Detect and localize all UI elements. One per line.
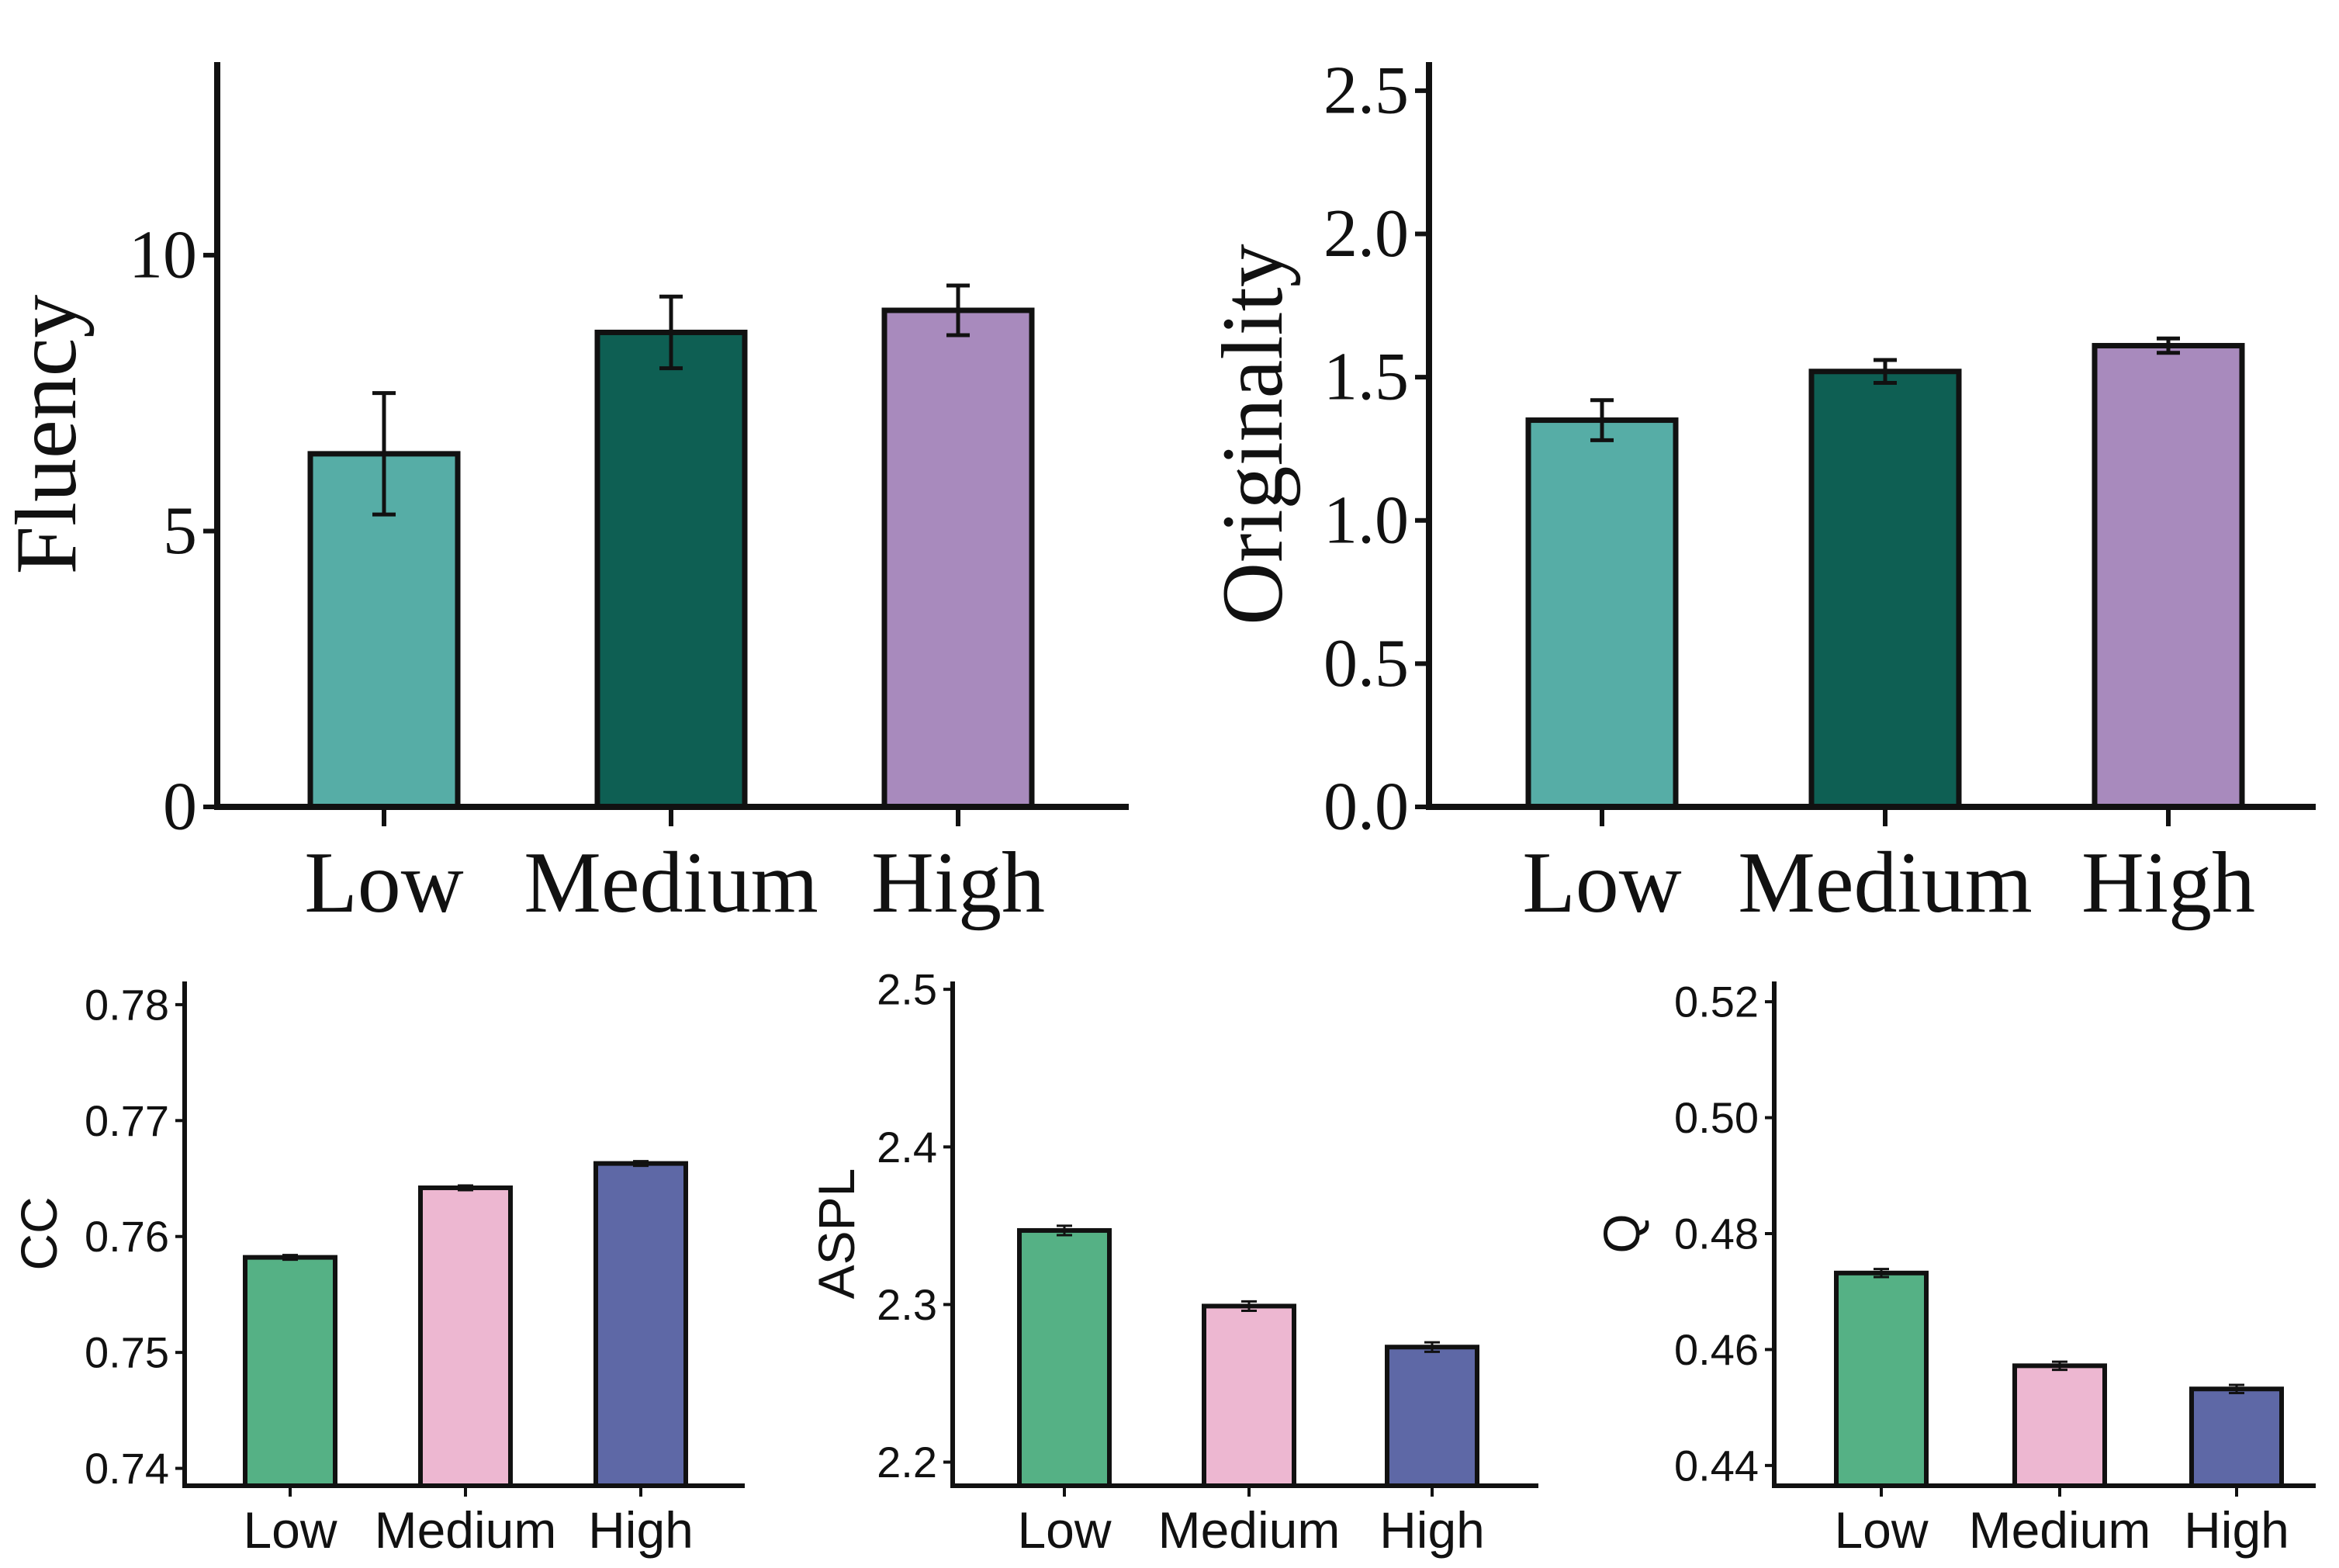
error-bar-low (1590, 398, 1614, 442)
bar-medium (1202, 1303, 1296, 1488)
bar-low (243, 1255, 337, 1489)
error-bar-low (1057, 1224, 1072, 1237)
chart-cc: 0.74 0.75 0.76 0.77 0.78 Low Medium High CC (10, 980, 745, 1559)
error-bar-high (1424, 1341, 1440, 1353)
bar-high (2189, 1386, 2284, 1488)
y-axis-label: ASPL (808, 1168, 865, 1300)
y-tick-label: 2.5 (1323, 53, 1409, 128)
y-tick-label: 1.5 (1323, 340, 1409, 415)
bar-high (593, 1161, 688, 1488)
x-tick-label-low: Low (243, 1501, 337, 1559)
y-tick-label: 0.76 (85, 1212, 169, 1261)
x-tick-label-medium: Medium (375, 1501, 557, 1559)
x-tick-label-medium: Medium (1158, 1501, 1341, 1559)
x-tick-label-high: High (2081, 835, 2255, 931)
error-bar-low (372, 391, 396, 517)
y-tick-label: 0.74 (85, 1444, 169, 1493)
y-tick-label: 0.77 (85, 1096, 169, 1145)
x-tick-label-low: Low (1017, 1501, 1111, 1559)
x-tick-label-medium: Medium (1738, 835, 2033, 931)
y-tick-label: 0.5 (1323, 626, 1409, 701)
y-tick-label: 0.78 (85, 980, 169, 1029)
x-tick-label-low: Low (1522, 835, 1681, 931)
x-tick-label-low: Low (304, 835, 463, 931)
y-tick-label: 0.0 (1323, 770, 1409, 845)
y-tick-label: 0.44 (1674, 1441, 1759, 1490)
y-tick-label: 2.0 (1323, 196, 1409, 272)
bar-high (1385, 1345, 1479, 1488)
error-bar-medium (1241, 1300, 1257, 1313)
bar-high (881, 307, 1035, 810)
y-tick-label: 0.52 (1674, 978, 1759, 1026)
x-tick-label-high: High (871, 835, 1045, 931)
y-tick-label: 2.2 (877, 1438, 937, 1487)
chart-originality: 0.0 0.5 1.0 1.5 2.0 2.5 Low Medium High Originali… (1205, 53, 2316, 931)
y-tick-label: 2.5 (877, 965, 937, 1014)
bar-medium (1808, 369, 1962, 810)
error-bar-low (1874, 1268, 1889, 1279)
bar-medium (594, 329, 748, 810)
y-axis-label: Originality (1205, 244, 1301, 625)
x-tick-label-low: Low (1834, 1501, 1928, 1559)
y-tick-label: 1.0 (1323, 483, 1409, 558)
y-tick-label: 0.46 (1674, 1325, 1759, 1374)
error-bar-low (282, 1254, 298, 1262)
y-axis-label: CC (10, 1196, 67, 1270)
error-bar-high (2157, 336, 2180, 355)
error-bar-medium (1874, 358, 1897, 386)
error-bar-medium (458, 1184, 473, 1192)
x-tick-label-high: High (2184, 1501, 2289, 1559)
bar-medium (418, 1185, 513, 1489)
y-tick-label: 0.50 (1674, 1093, 1759, 1142)
error-bar-medium (659, 294, 683, 371)
bar-low (1834, 1270, 1929, 1488)
x-tick-label-medium: Medium (1969, 1501, 2151, 1559)
y-tick-label: 0.75 (85, 1328, 169, 1377)
bar-medium (2012, 1363, 2107, 1489)
y-tick-label: 5 (163, 493, 197, 569)
y-tick-label: 0 (163, 770, 197, 845)
error-bar-high (633, 1160, 649, 1168)
chart-fluency: 0 5 10 Low Medium High Fluency (0, 62, 1129, 931)
chart-aspl: 2.2 2.3 2.4 2.5 Low Medium High ASPL (808, 965, 1538, 1559)
chart-q: 0.44 0.46 0.48 0.50 0.52 Low Medium High Q (1593, 978, 2316, 1559)
y-tick-label: 10 (129, 217, 197, 292)
y-axis-label: Q (1593, 1213, 1650, 1253)
x-tick-label-medium: Medium (524, 835, 818, 931)
y-tick-label: 0.48 (1674, 1210, 1759, 1258)
y-axis-label: Fluency (0, 295, 95, 575)
bar-low (1017, 1227, 1112, 1488)
y-tick-label: 2.4 (877, 1123, 937, 1172)
error-bar-high (946, 283, 970, 337)
error-bar-medium (2052, 1360, 2067, 1372)
error-bar-high (2229, 1383, 2244, 1394)
y-tick-label: 2.3 (877, 1280, 937, 1329)
bar-low (1525, 417, 1679, 810)
x-tick-label-high: High (1379, 1501, 1485, 1559)
x-tick-label-high: High (588, 1501, 694, 1559)
bar-high (2092, 343, 2245, 810)
